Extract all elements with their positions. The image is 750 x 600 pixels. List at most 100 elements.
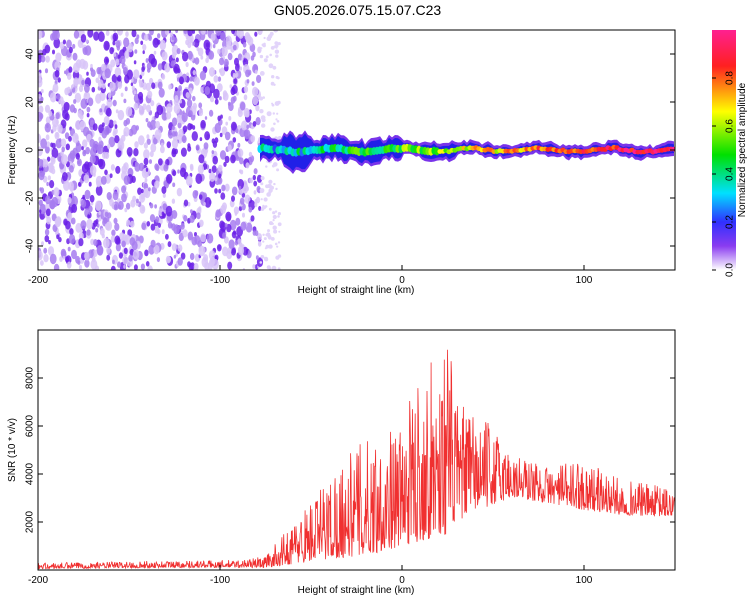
noise-speckle xyxy=(114,135,120,144)
noise-speckle xyxy=(143,149,150,160)
noise-speckle xyxy=(89,117,95,126)
noise-speckle xyxy=(130,199,136,208)
noise-speckle xyxy=(206,233,214,244)
noise-speckle xyxy=(82,194,86,200)
noise-speckle xyxy=(69,104,76,113)
noise-speckle xyxy=(252,51,256,58)
noise-speckle xyxy=(209,256,216,266)
noise-speckle xyxy=(271,75,275,79)
noise-speckle xyxy=(130,82,134,87)
noise-speckle xyxy=(113,52,117,57)
noise-speckle xyxy=(196,212,201,220)
noise-speckle xyxy=(260,47,263,50)
noise-speckle xyxy=(74,134,79,140)
noise-speckle xyxy=(199,70,206,81)
noise-speckle xyxy=(171,41,175,47)
noise-speckle xyxy=(103,56,110,65)
noise-speckle xyxy=(110,235,116,243)
noise-speckle xyxy=(271,164,275,168)
noise-speckle xyxy=(244,194,251,204)
noise-speckle xyxy=(218,173,222,179)
noise-speckle xyxy=(217,164,223,172)
noise-speckle xyxy=(273,83,276,87)
noise-speckle xyxy=(115,109,119,114)
noise-speckle xyxy=(178,128,184,138)
noise-speckle xyxy=(252,96,259,106)
noise-speckle xyxy=(64,113,70,121)
noise-speckle xyxy=(104,169,108,176)
noise-speckle xyxy=(231,195,235,202)
noise-speckle xyxy=(97,146,102,153)
noise-speckle xyxy=(277,241,281,244)
noise-speckle xyxy=(198,245,206,257)
noise-speckle xyxy=(72,52,78,61)
noise-speckle xyxy=(204,116,208,120)
noise-speckle xyxy=(192,30,195,34)
noise-speckle xyxy=(125,106,133,117)
noise-speckle xyxy=(223,58,229,68)
noise-speckle xyxy=(237,53,243,61)
noise-speckle xyxy=(63,70,67,75)
noise-speckle xyxy=(93,31,100,41)
noise-speckle xyxy=(254,69,258,75)
noise-speckle xyxy=(275,118,278,121)
noise-speckle xyxy=(143,34,149,41)
noise-speckle xyxy=(137,187,142,195)
noise-speckle xyxy=(114,67,122,78)
noise-speckle xyxy=(134,161,139,167)
noise-speckle xyxy=(51,147,59,159)
noise-speckle xyxy=(154,129,162,140)
noise-speckle xyxy=(40,55,46,63)
noise-speckle xyxy=(122,255,128,265)
noise-speckle xyxy=(164,62,171,73)
noise-speckle xyxy=(270,237,275,241)
noise-speckle xyxy=(109,47,114,55)
noise-speckle xyxy=(75,153,81,160)
spectrogram-signal-band xyxy=(257,130,675,174)
noise-speckle xyxy=(123,98,127,104)
noise-speckle xyxy=(171,52,176,59)
noise-speckle xyxy=(186,99,193,108)
noise-speckle xyxy=(192,70,196,76)
noise-speckle xyxy=(95,200,102,211)
noise-speckle xyxy=(262,233,265,236)
noise-speckle xyxy=(203,142,209,150)
noise-speckle xyxy=(189,163,194,170)
noise-speckle xyxy=(52,83,59,93)
noise-speckle xyxy=(154,225,160,234)
noise-speckle xyxy=(102,151,107,159)
noise-speckle xyxy=(52,124,57,132)
noise-speckle xyxy=(208,168,212,174)
noise-speckle xyxy=(59,41,65,50)
noise-speckle xyxy=(227,247,232,254)
noise-speckle xyxy=(53,187,60,197)
noise-speckle xyxy=(240,169,244,175)
noise-speckle xyxy=(45,55,50,63)
noise-speckle xyxy=(275,187,278,191)
noise-speckle xyxy=(266,111,272,117)
noise-speckle xyxy=(87,30,94,38)
noise-speckle xyxy=(95,185,103,196)
noise-speckle xyxy=(119,55,126,65)
noise-speckle xyxy=(222,96,226,100)
noise-speckle xyxy=(81,79,85,86)
colorbar-tick-label: 0.4 xyxy=(725,167,736,181)
noise-speckle xyxy=(246,79,250,84)
noise-speckle xyxy=(260,189,264,193)
noise-speckle xyxy=(84,251,90,261)
colorbar-gradient xyxy=(712,30,736,270)
noise-speckle xyxy=(272,211,276,215)
noise-speckle xyxy=(66,261,72,269)
noise-speckle xyxy=(117,261,121,268)
noise-speckle xyxy=(178,85,183,92)
noise-speckle xyxy=(49,92,57,103)
noise-speckle xyxy=(142,169,146,173)
noise-speckle xyxy=(114,222,120,232)
spectrogram-y-ticks: -40 -20 0 20 40 xyxy=(25,48,675,253)
noise-speckle xyxy=(238,185,242,191)
noise-speckle xyxy=(192,41,196,46)
noise-speckle xyxy=(87,214,90,219)
noise-speckle xyxy=(252,86,259,97)
noise-speckle xyxy=(262,96,266,99)
noise-speckle xyxy=(110,265,116,270)
